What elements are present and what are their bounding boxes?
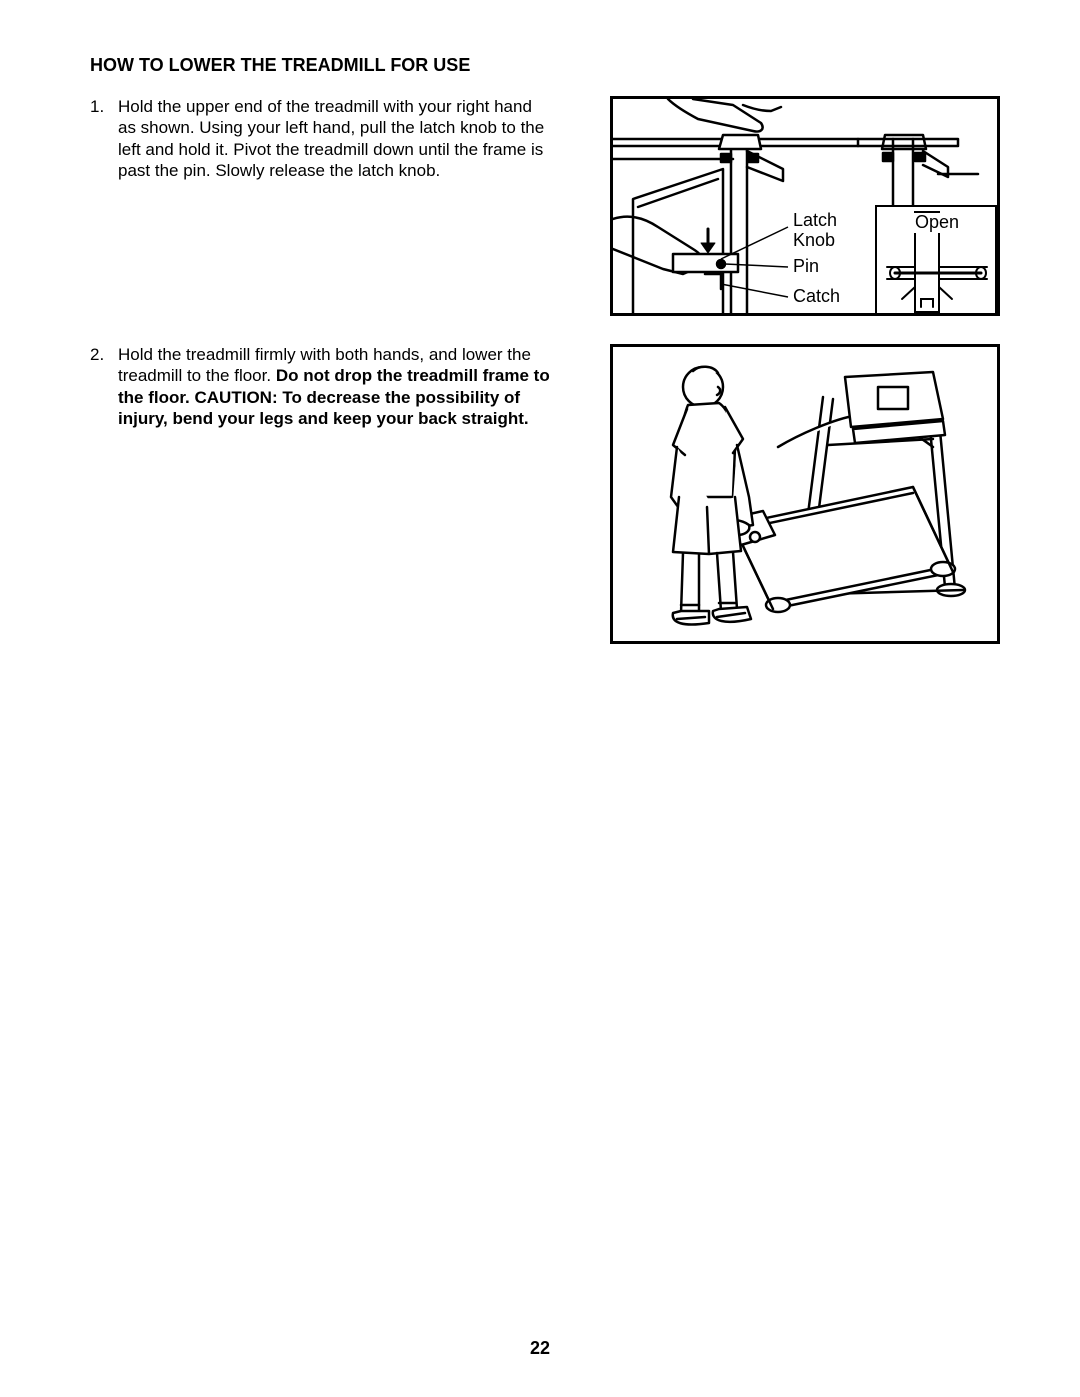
figure-2-svg <box>613 347 1000 644</box>
label-latch-l1: Latch <box>791 211 839 231</box>
step-text: 1. Hold the upper end of the treadmill w… <box>90 96 550 181</box>
step-number: 2. <box>90 344 118 429</box>
section-heading: HOW TO LOWER THE TREADMILL FOR USE <box>90 55 1000 76</box>
figure-col <box>610 344 1000 644</box>
step-number: 1. <box>90 96 118 181</box>
manual-page: HOW TO LOWER THE TREADMILL FOR USE 1. Ho… <box>0 0 1080 1397</box>
step-body: Hold the treadmill firmly with both hand… <box>118 344 550 429</box>
step-row: 1. Hold the upper end of the treadmill w… <box>90 96 1000 316</box>
label-pin: Pin <box>791 257 821 277</box>
figure-2 <box>610 344 1000 644</box>
step-body: Hold the upper end of the treadmill with… <box>118 96 550 181</box>
figure-col: Open Latch Knob Pin Catch <box>610 96 1000 316</box>
label-catch: Catch <box>791 287 842 307</box>
label-open: Open <box>913 213 961 233</box>
label-latch-l2: Knob <box>791 231 837 251</box>
step-text: 2. Hold the treadmill firmly with both h… <box>90 344 550 429</box>
page-number: 22 <box>0 1338 1080 1359</box>
step-row: 2. Hold the treadmill firmly with both h… <box>90 344 1000 644</box>
step-plain: Hold the upper end of the treadmill with… <box>118 97 544 180</box>
figure-1-inset: Open <box>875 205 997 315</box>
figure-1: Open Latch Knob Pin Catch <box>610 96 1000 316</box>
